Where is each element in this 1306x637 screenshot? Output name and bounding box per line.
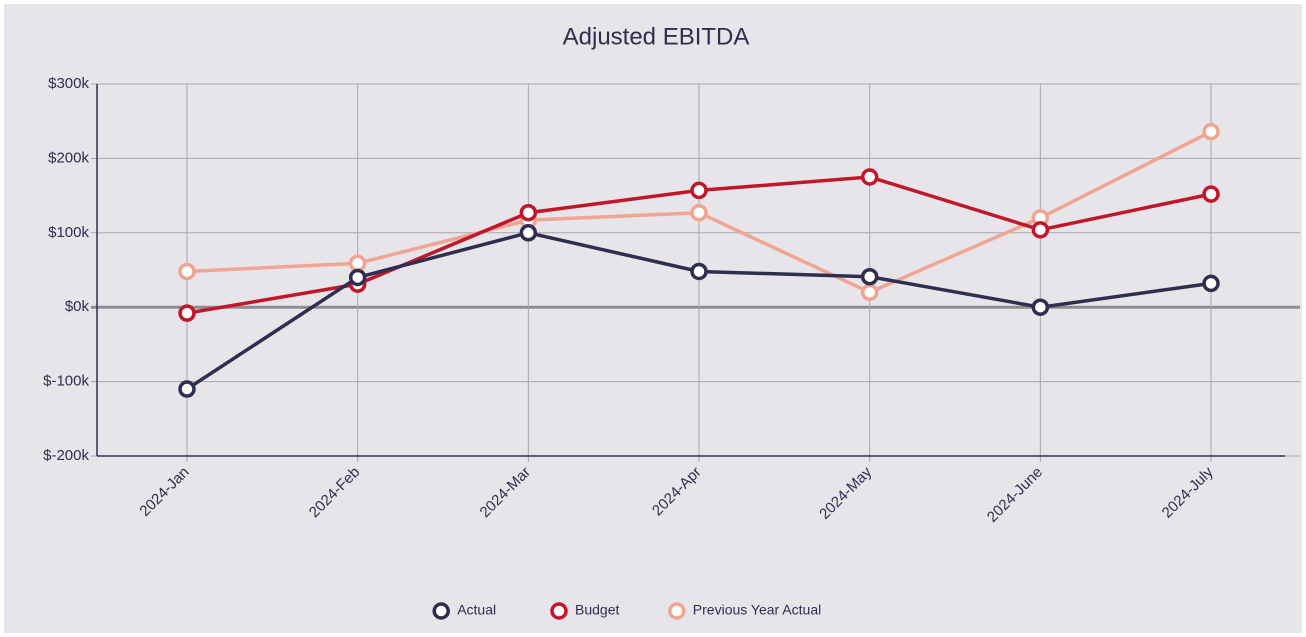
y-tick-label: $300k [48, 75, 89, 92]
data-point [690, 262, 708, 281]
y-tick-label: $100k [48, 224, 89, 241]
series [178, 224, 1220, 398]
data-point [178, 262, 196, 281]
data-point [348, 268, 367, 287]
y-tick-label: $200k [48, 149, 89, 166]
data-point [519, 203, 538, 222]
y-tick-label: $0k [65, 298, 90, 315]
legend-label: Previous Year Actual [693, 602, 821, 618]
chart-background [4, 4, 1302, 633]
legend-marker [668, 602, 686, 620]
data-point [860, 267, 879, 286]
data-point [348, 254, 367, 273]
legend-marker [550, 602, 568, 620]
legend-label: Actual [457, 602, 496, 618]
data-point [860, 168, 879, 186]
series [178, 122, 1220, 302]
data-point [1202, 274, 1220, 293]
data-point [860, 283, 879, 302]
chart-title: Adjusted EBITDA [563, 23, 750, 50]
data-point [519, 224, 538, 242]
data-point [690, 203, 708, 222]
data-point [1031, 298, 1050, 316]
data-point [178, 304, 196, 322]
y-tick-label: $-200k [43, 447, 89, 464]
legend-marker [432, 602, 450, 620]
y-tick-label: $-100k [43, 373, 89, 390]
data-point [178, 380, 196, 398]
legend-label: Budget [575, 602, 619, 618]
data-point [1202, 185, 1220, 203]
data-point [1031, 221, 1050, 239]
data-point [690, 181, 708, 200]
data-point [1202, 122, 1220, 141]
